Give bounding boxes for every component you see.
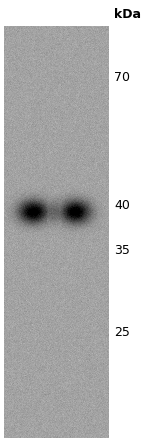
Text: 25: 25 bbox=[114, 326, 130, 340]
Text: 70: 70 bbox=[114, 71, 130, 85]
Text: 40: 40 bbox=[114, 199, 130, 212]
Text: 35: 35 bbox=[114, 243, 130, 257]
Text: kDa: kDa bbox=[114, 8, 141, 21]
